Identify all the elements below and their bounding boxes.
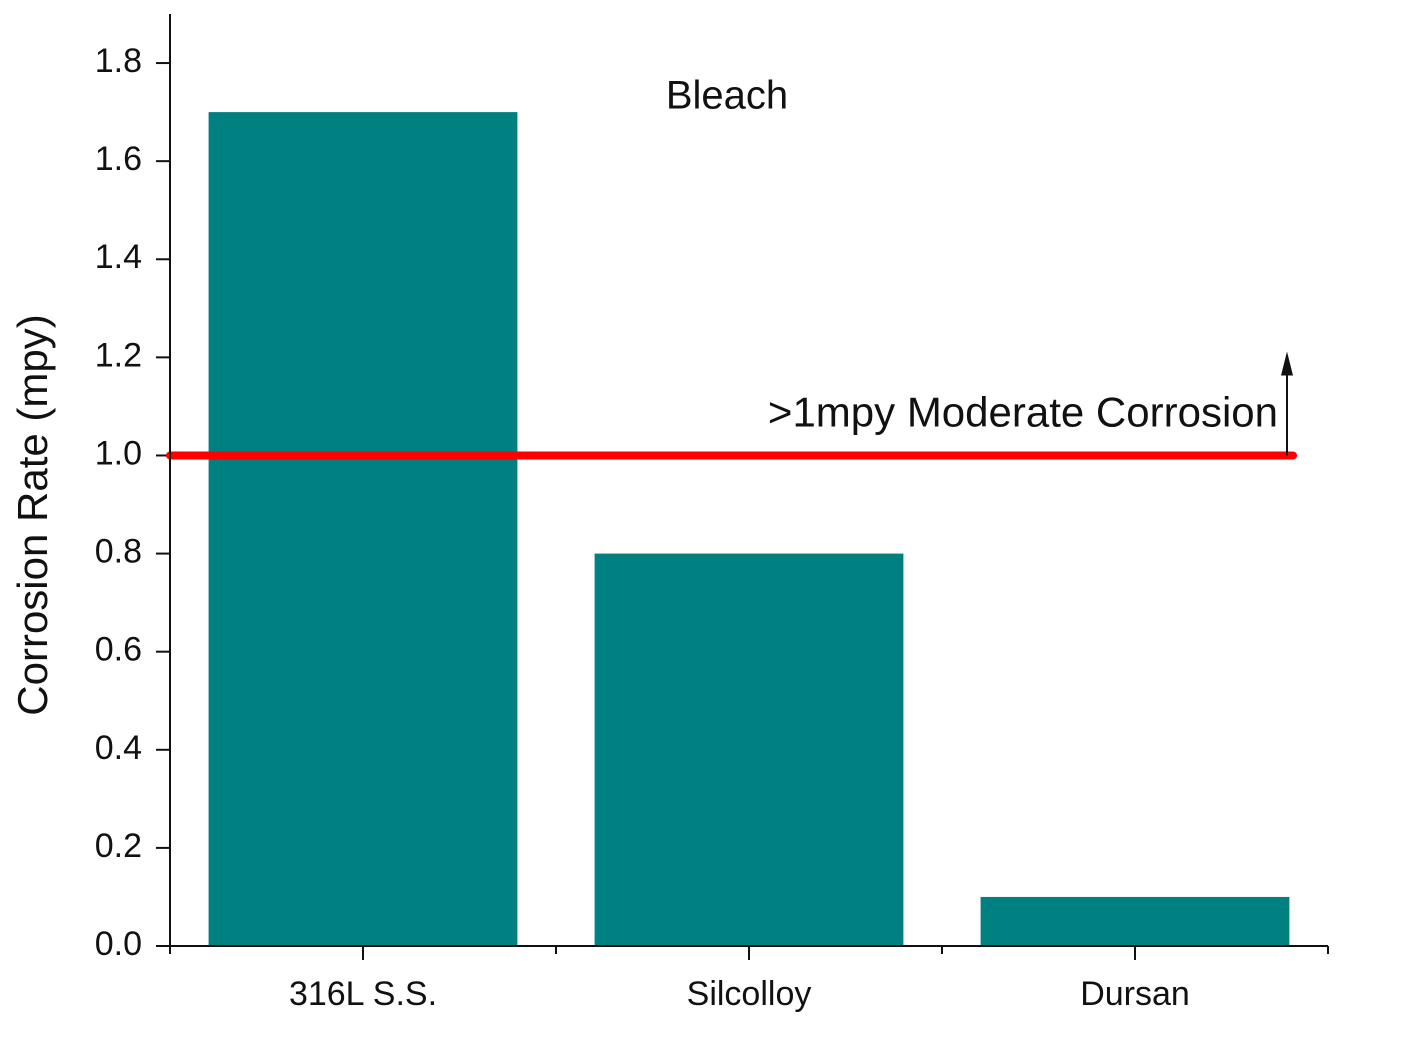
reference-label: >1mpy Moderate Corrosion [768, 389, 1278, 436]
y-tick-label: 1.4 [95, 238, 142, 276]
bar [594, 553, 904, 946]
y-tick-label: 1.0 [95, 434, 142, 472]
y-tick-label: 1.2 [95, 336, 142, 374]
bar [208, 112, 518, 946]
bar [980, 896, 1290, 946]
y-tick-label: 0.2 [95, 827, 142, 865]
x-tick-label: Dursan [1080, 975, 1190, 1013]
y-tick-label: 1.8 [95, 42, 142, 80]
y-tick-label: 0.6 [95, 631, 142, 669]
y-tick-label: 0.4 [95, 729, 142, 767]
reference-arrow-head [1281, 351, 1293, 376]
x-tick-label: Silcolloy [687, 975, 812, 1013]
y-tick-label: 0.8 [95, 533, 142, 571]
chart-title: Bleach [666, 74, 788, 118]
y-tick-label: 1.6 [95, 140, 142, 178]
y-axis-label: Corrosion Rate (mpy) [9, 314, 56, 715]
x-tick-label: 316L S.S. [289, 975, 437, 1013]
y-tick-label: 0.0 [95, 925, 142, 963]
